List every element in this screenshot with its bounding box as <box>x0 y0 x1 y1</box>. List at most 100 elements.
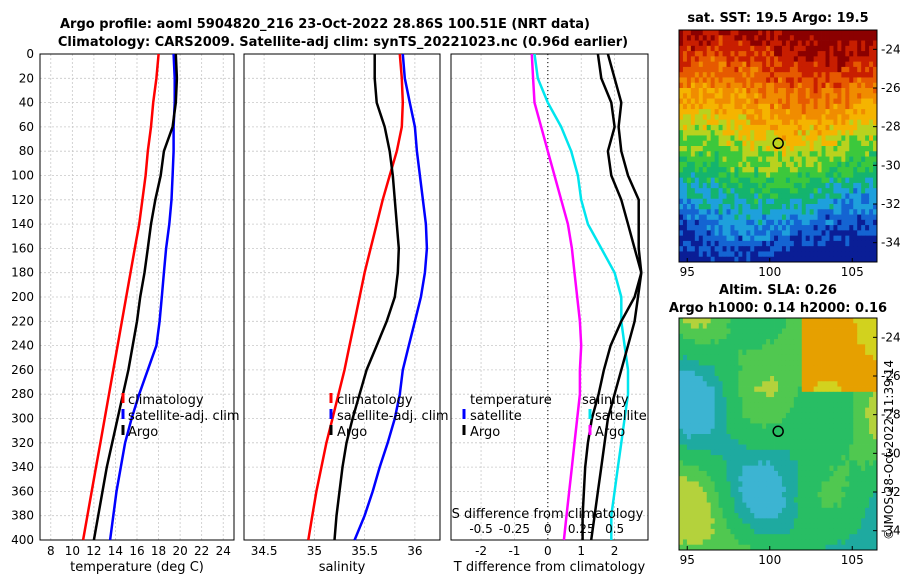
map-cell <box>682 198 688 205</box>
map-cell <box>845 402 850 409</box>
map-cell <box>853 365 858 372</box>
map-cell <box>694 418 700 424</box>
map-cell <box>774 256 779 263</box>
map-cell <box>722 230 727 237</box>
map-cell <box>738 151 743 157</box>
map-cell <box>785 365 791 372</box>
map-cell <box>702 167 708 173</box>
map-cell <box>710 219 716 226</box>
map-cell <box>837 339 842 345</box>
map-cell <box>742 360 747 366</box>
map-cell <box>861 251 866 258</box>
map-cell <box>817 360 822 366</box>
map-cell <box>746 251 751 258</box>
map-cell <box>686 124 692 131</box>
map-cell <box>853 497 858 503</box>
map-cell <box>750 370 755 377</box>
map-cell <box>825 88 830 94</box>
map-cell <box>801 381 807 387</box>
map-cell <box>726 481 731 488</box>
map-cell <box>746 256 751 263</box>
map-cell <box>770 251 775 258</box>
map-cell <box>722 354 727 361</box>
map-cell <box>690 172 696 179</box>
map-cell <box>774 130 779 136</box>
map-cell <box>754 167 759 173</box>
map-cell <box>857 177 862 184</box>
map-cell <box>702 513 708 519</box>
map-cell <box>825 167 830 173</box>
map-cell <box>722 381 727 387</box>
map-cell <box>766 177 771 184</box>
map-cell <box>766 333 771 340</box>
map-cell <box>722 246 727 252</box>
map-cell <box>758 544 763 551</box>
map-cell <box>734 344 739 351</box>
map-cell <box>702 497 708 503</box>
map-cell <box>797 88 803 94</box>
map-cell <box>833 88 838 94</box>
map-cell <box>766 418 771 424</box>
map-cell <box>853 66 858 73</box>
map-cell <box>770 45 775 52</box>
map-cell <box>841 370 846 377</box>
map-cell <box>694 103 700 110</box>
map-cell <box>809 66 815 73</box>
map-cell <box>813 172 818 179</box>
map-cell <box>781 402 787 409</box>
map-cell <box>679 66 684 73</box>
map-cell <box>841 386 846 393</box>
map-cell <box>857 381 862 387</box>
map-cell <box>845 156 850 163</box>
map-cell <box>837 344 842 351</box>
map-cell <box>746 193 751 200</box>
map-cell <box>817 539 822 546</box>
map-cell <box>694 360 700 366</box>
map-cell <box>785 323 791 329</box>
map-cell <box>730 61 735 68</box>
map-cell <box>714 539 719 546</box>
map-cell <box>797 523 803 530</box>
map-cell <box>833 439 838 445</box>
map-cell <box>829 225 834 231</box>
map-cell <box>706 72 712 78</box>
map-cell <box>857 481 862 488</box>
map-cell <box>821 349 826 356</box>
map-cell <box>865 240 870 247</box>
map-cell <box>758 434 763 440</box>
map-cell <box>845 246 850 252</box>
map-cell <box>813 219 818 226</box>
map-cell <box>750 140 755 147</box>
map-cell <box>770 412 775 419</box>
map-cell <box>785 130 791 136</box>
map-cell <box>742 470 747 477</box>
legend-label: climatology <box>337 393 413 408</box>
map-cell <box>845 386 850 393</box>
map-cell <box>801 124 807 131</box>
map-cell <box>774 349 779 356</box>
map-cell <box>742 98 747 105</box>
map-cell <box>805 476 811 482</box>
map-cell <box>774 151 779 157</box>
map-cell <box>801 161 807 168</box>
map-cell <box>746 103 751 110</box>
map-cell <box>694 344 700 351</box>
map-cell <box>781 444 787 451</box>
map-cell <box>805 188 811 194</box>
map-cell <box>797 72 803 78</box>
legend-label: satellite <box>470 409 522 424</box>
map-cell <box>817 161 822 168</box>
map-cell <box>690 30 696 36</box>
map-cell <box>869 135 874 142</box>
map-cell <box>825 349 830 356</box>
map-cell <box>706 323 712 329</box>
map-cell <box>865 98 870 105</box>
map-cell <box>797 397 803 403</box>
map-cell <box>738 114 743 121</box>
map-cell <box>869 333 874 340</box>
map-cell <box>825 492 830 498</box>
map-cell <box>857 412 862 419</box>
map-cell <box>813 402 818 409</box>
map-cell <box>869 167 874 173</box>
map-cell <box>690 246 696 252</box>
